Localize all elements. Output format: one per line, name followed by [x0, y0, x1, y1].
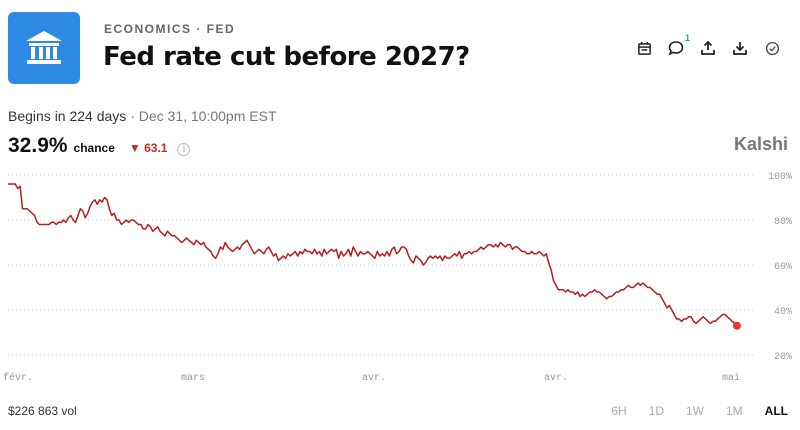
y-tick-label: 20% — [774, 352, 792, 363]
chance-summary: 32.9% chance ▼ 63.1 i — [8, 134, 191, 158]
range-1w[interactable]: 1W — [686, 404, 704, 418]
bank-icon — [26, 31, 62, 64]
share-icon[interactable] — [698, 38, 718, 58]
volume-label: $226 863 vol — [8, 404, 77, 418]
download-icon[interactable] — [730, 38, 750, 58]
header-actions: 1 — [634, 33, 782, 58]
x-tick-label: mars — [181, 373, 205, 384]
y-tick-label: 80% — [774, 217, 792, 228]
y-tick-label: 60% — [774, 262, 792, 273]
market-logo — [8, 12, 80, 84]
comment-count-badge: 1 — [684, 33, 690, 43]
y-tick-label: 100% — [768, 172, 792, 183]
page-title: Fed rate cut before 2027? — [103, 42, 470, 72]
y-tick-label: 40% — [774, 307, 792, 318]
begins-countdown: Begins in 224 days — [8, 108, 127, 124]
x-tick-label: avr. — [362, 373, 386, 384]
x-tick-label: févr. — [3, 372, 33, 384]
category-breadcrumb[interactable]: ECONOMICS · FED — [104, 22, 236, 36]
begins-info: Begins in 224 days · Dec 31, 10:00pm EST — [8, 108, 277, 124]
comment-icon[interactable]: 1 — [666, 33, 690, 58]
begins-date: · Dec 31, 10:00pm EST — [130, 108, 277, 124]
kalshi-brand: Kalshi — [733, 134, 788, 154]
check-circle-icon[interactable] — [762, 38, 782, 58]
range-1d[interactable]: 1D — [648, 404, 664, 418]
range-1m[interactable]: 1M — [726, 404, 743, 418]
chance-label: chance — [73, 141, 115, 155]
range-6h[interactable]: 6H — [611, 404, 627, 418]
info-icon[interactable]: i — [177, 143, 191, 156]
calendar-icon[interactable] — [634, 38, 654, 58]
x-tick-label: avr. — [544, 373, 568, 384]
current-value-dot — [733, 321, 741, 330]
time-range-selector: 6H 1D 1W 1M ALL — [611, 404, 788, 418]
series-line — [8, 183, 738, 327]
x-tick-label: mai — [722, 372, 740, 384]
price-chart[interactable]: 100% 80% 60% 40% 20% févr. mars avr. avr. mai — [0, 165, 800, 390]
chance-value: 32.9% — [8, 134, 68, 157]
chance-delta: ▼ 63.1 — [128, 141, 168, 155]
range-all[interactable]: ALL — [764, 404, 788, 418]
